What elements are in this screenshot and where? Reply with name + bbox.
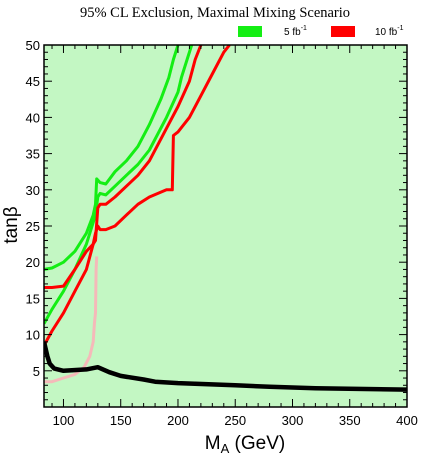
x-tick-label: 200 xyxy=(167,413,189,428)
y-tick-label: 20 xyxy=(26,255,40,270)
legend-label-10fb: 10 fb-1 xyxy=(375,25,404,38)
y-tick-label: 5 xyxy=(33,364,40,379)
x-tick-label: 300 xyxy=(282,413,304,428)
x-tick-label: 250 xyxy=(224,413,246,428)
series-curves xyxy=(44,45,407,392)
legend-label-5fb-main: 5 fb xyxy=(284,27,301,38)
series-line-1 xyxy=(44,45,180,271)
legend-swatch-10fb xyxy=(331,26,355,37)
y-tick-label: 10 xyxy=(26,328,40,343)
series-line-2 xyxy=(44,45,203,347)
y-tick-label: 15 xyxy=(26,291,40,306)
x-tick-label: 350 xyxy=(339,413,361,428)
y-tick-label: 30 xyxy=(26,183,40,198)
plot-frame xyxy=(43,44,408,408)
x-axis-label-sub: A xyxy=(221,441,230,455)
x-axis-label: MA (GeV) xyxy=(205,433,285,455)
y-axis-label: tanβ xyxy=(1,206,22,243)
y-tick-label: 45 xyxy=(26,74,40,89)
x-tick-label: 100 xyxy=(53,413,75,428)
series-line-4 xyxy=(44,256,99,384)
plot-area xyxy=(44,45,407,407)
x-axis-label-unit: (GeV) xyxy=(229,433,285,454)
legend: 5 fb-1 10 fb-1 xyxy=(238,25,404,38)
y-tick-label: 50 xyxy=(26,38,40,53)
y-tick-label: 40 xyxy=(26,110,40,125)
x-tick-label: 150 xyxy=(110,413,132,428)
legend-label-5fb: 5 fb-1 xyxy=(284,25,307,38)
legend-label-5fb-sup: -1 xyxy=(301,25,307,32)
legend-label-10fb-sup: -1 xyxy=(397,25,403,32)
x-axis-label-main: M xyxy=(205,433,221,454)
legend-swatch-5fb xyxy=(238,26,262,37)
y-tick-label: 25 xyxy=(26,219,40,234)
x-tick-label: 400 xyxy=(396,413,418,428)
legend-label-10fb-main: 10 fb xyxy=(375,27,398,38)
series-line-3 xyxy=(44,45,231,289)
y-tick-label: 35 xyxy=(26,147,40,162)
series-line-5 xyxy=(44,341,407,392)
chart-title: 95% CL Exclusion, Maximal Mixing Scenari… xyxy=(80,5,350,21)
